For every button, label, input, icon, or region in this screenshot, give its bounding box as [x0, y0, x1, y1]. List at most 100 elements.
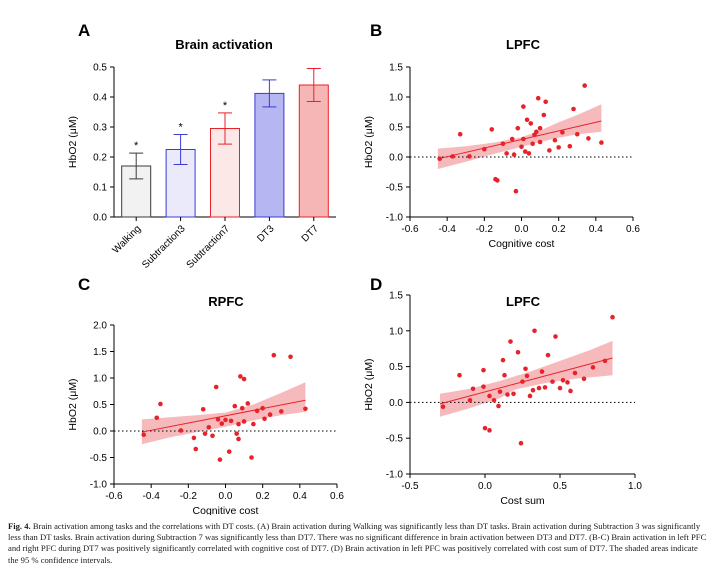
panel-b-data-point	[519, 144, 524, 150]
panel-d-data-point	[542, 385, 548, 390]
panel-b-y-tick-label: 1.5	[389, 63, 403, 74]
panel-d-confidence-band	[440, 340, 613, 417]
panel-c-data-point	[223, 417, 228, 423]
panel-d-data-point	[470, 386, 476, 392]
panel-b-y-tick-label: 0.5	[389, 123, 403, 134]
panel-d-y-label: HbO2 (μM)	[363, 358, 375, 410]
panel-a-x-tick-label: Subtraction3	[140, 223, 188, 271]
panel-c-data-point	[202, 431, 208, 436]
panel-d-data-point	[481, 384, 486, 389]
panel-d-panel-label: D	[370, 275, 382, 294]
panel-b-data-point	[599, 140, 604, 145]
panel-c-confidence-band	[141, 382, 306, 445]
panel-d-data-point	[511, 391, 516, 397]
panel-a-significance-mark: *	[134, 140, 139, 152]
panel-c-y-tick-label: 0.5	[93, 400, 107, 411]
panel-d-data-point	[523, 366, 528, 372]
panel-b-data-point	[567, 143, 573, 149]
panel-c-y-tick-label: 1.5	[93, 347, 107, 358]
panel-d-y-tick-label: 0.5	[389, 362, 403, 373]
panel-b-data-point	[495, 178, 500, 183]
panel-d-data-point	[527, 393, 533, 399]
panel-b-data-point	[582, 83, 587, 88]
panel-c-data-point	[210, 433, 215, 439]
figure-caption: Fig. 4. Brain activation among tasks and…	[8, 521, 708, 566]
panel-d-data-point	[520, 379, 525, 384]
panel-d-data-point	[467, 397, 473, 403]
panel-b-data-point	[534, 129, 539, 135]
panel-b-x-tick-label: -0.4	[439, 224, 457, 235]
panel-c-data-point	[278, 409, 284, 414]
panel-c-x-tick-label: -0.6	[105, 491, 123, 502]
figure: A Brain activation 0.0 0.1 0.2 0.3 0.4 0.5 HbO2 …	[67, 21, 642, 515]
panel-d-y-tick-label: 0.0	[389, 398, 403, 409]
panel-c-x-label: Cognitive cost	[193, 505, 259, 515]
panel-d-data-point	[610, 314, 615, 320]
panel-d-data-point	[572, 370, 578, 376]
panel-d-data-point	[545, 352, 551, 358]
panel-b-confidence-band	[437, 104, 602, 169]
panel-a-y-tick-label: 0.0	[93, 213, 107, 224]
panel-c-data-point	[267, 412, 273, 417]
panel-d-data-point	[539, 369, 545, 374]
panel-d-x-tick-label: 1.0	[628, 481, 642, 492]
panel-c-data-point	[141, 432, 147, 438]
panel-a-panel-label: A	[78, 21, 90, 40]
panel-b-data-point	[522, 149, 528, 154]
panel-b-data-point	[521, 136, 526, 142]
panel-d-data-point	[505, 392, 510, 397]
panel-c-data-point	[191, 435, 197, 441]
panel-a-x-tick-label: Walking	[111, 223, 144, 256]
panel-c-data-point	[262, 416, 267, 422]
panel-b-data-point	[524, 117, 530, 123]
panel-d-data-point	[502, 372, 507, 378]
panel-d-data-point	[515, 349, 521, 355]
panel-b-data-point	[509, 136, 515, 142]
panel-a-y-tick-label: 0.1	[93, 183, 107, 194]
panel-c-data-point	[234, 431, 239, 436]
panel-b-regression-line	[437, 120, 602, 160]
panel-a-bar	[254, 92, 285, 218]
panel-c-y-tick-label: -0.5	[90, 453, 108, 464]
panel-c-x-tick-label: 0.4	[293, 491, 307, 502]
panel-a-x-tick-label: DT7	[300, 223, 321, 244]
panel-b-data-point	[586, 136, 591, 141]
panel-d-data-point	[491, 397, 497, 403]
panel-c-y-tick-label: 1.0	[93, 374, 107, 385]
panel-c-data-point	[213, 384, 219, 390]
panel-b-data-point	[528, 121, 534, 126]
panel-b-data-point	[552, 137, 558, 143]
panel-d-data-point	[496, 403, 501, 409]
panel-a-y-tick-label: 0.3	[93, 123, 107, 134]
panel-c-data-point	[219, 421, 225, 426]
panel-c-data-point	[303, 406, 308, 412]
panel-c-x-tick-label: 0.2	[256, 491, 270, 502]
panel-a-y-label: HbO2 (μM)	[67, 116, 79, 168]
panel-b-data-point	[467, 154, 472, 159]
panel-b-data-point	[537, 125, 543, 131]
panel-c-data-point	[193, 446, 199, 452]
panel-b-x-tick-label: -0.6	[401, 224, 419, 235]
panel-a-x-tick-label: Subtraction7	[185, 223, 233, 271]
panel-c-data-point	[241, 419, 247, 424]
panel-a-title: Brain activation	[175, 37, 273, 52]
panel-c-data-point	[251, 421, 256, 427]
panel-d-data-point	[532, 328, 537, 334]
panel-d-data-point	[481, 367, 486, 373]
panel-b-data-point	[521, 104, 526, 109]
panel-b-data-point	[511, 152, 517, 157]
panel-c-y-tick-label: 2.0	[93, 321, 107, 332]
panel-c-y-tick-label: 0.0	[93, 427, 107, 438]
panel-d-data-point	[536, 385, 542, 391]
panel-b-data-point	[513, 188, 519, 194]
panel-c-data-point	[178, 428, 184, 433]
panel-d-x-tick-label: 0.5	[553, 481, 567, 492]
panel-d-data-point	[581, 376, 587, 382]
panel-b-x-tick-label: -0.2	[476, 224, 494, 235]
panel-c-y-tick-label: -1.0	[90, 480, 108, 491]
panel-b-title: LPFC	[506, 37, 541, 52]
panel-c-data-point	[158, 401, 163, 407]
panel-b-data-point	[537, 139, 543, 145]
panel-b-data-point	[437, 156, 443, 162]
panel-b-y-tick-label: 0.0	[389, 153, 403, 164]
